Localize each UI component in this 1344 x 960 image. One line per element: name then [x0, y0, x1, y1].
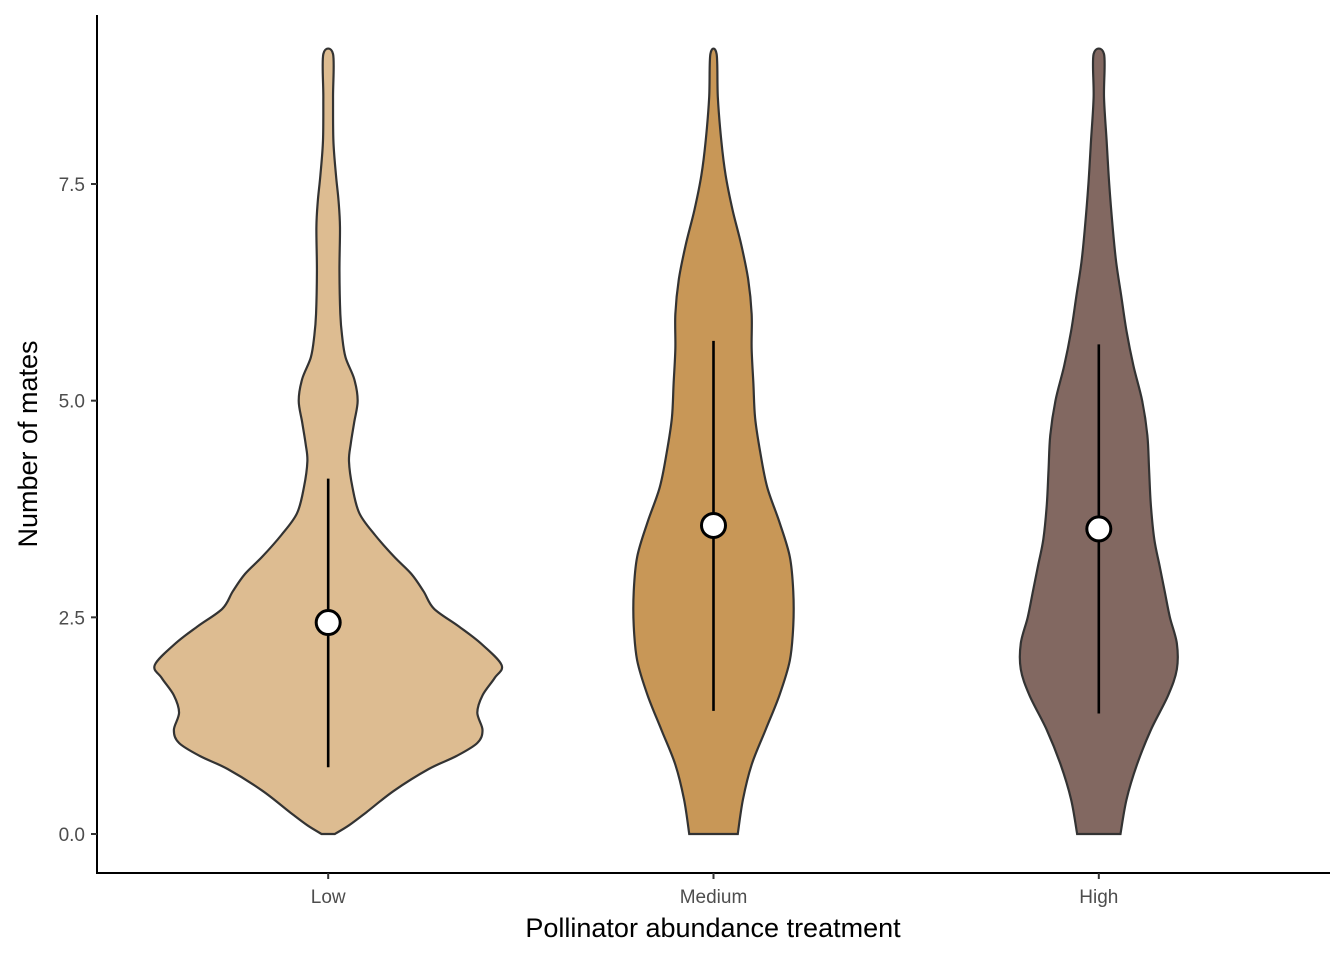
y-tick-label: 2.5 [59, 608, 85, 629]
x-tick-label: High [1079, 887, 1118, 908]
y-axis-title: Number of mates [13, 340, 43, 547]
mean-point-layer [314, 511, 1113, 637]
mean-point-low [314, 609, 342, 637]
violin-low [153, 47, 504, 836]
x-tick-label: Medium [680, 887, 748, 908]
y-tick-label: 0.0 [59, 825, 85, 846]
x-tick-label: Low [311, 887, 346, 908]
y-axis-ticks: 0.0 2.5 5.0 7.5 [59, 175, 97, 846]
mean-point-medium [700, 511, 727, 539]
x-axis-ticks: Low Medium High [311, 873, 1118, 908]
y-tick-label: 5.0 [59, 392, 85, 413]
x-axis-title: Pollinator abundance treatment [525, 913, 901, 943]
y-tick-label: 7.5 [59, 175, 85, 196]
mean-point-high [1085, 515, 1113, 543]
violin-layer [153, 47, 1179, 836]
